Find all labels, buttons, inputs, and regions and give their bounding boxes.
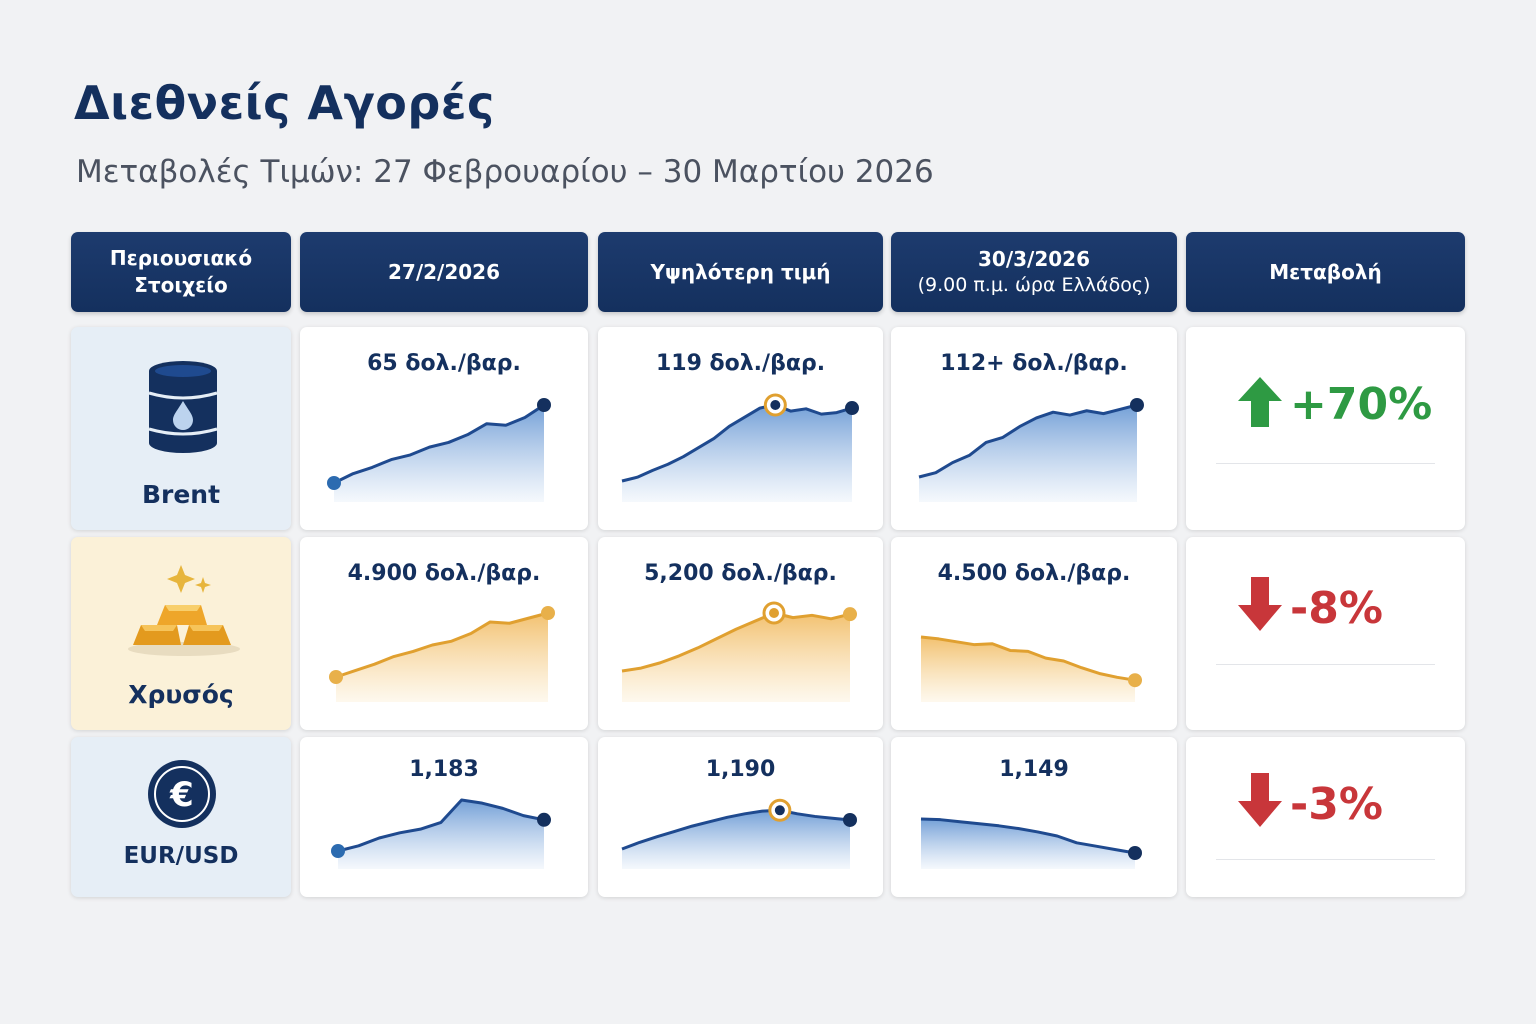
euro-coin-icon: € <box>148 760 216 828</box>
sparkline-line <box>920 817 1136 855</box>
svg-text:€: € <box>169 775 194 815</box>
sparkline-area <box>919 405 1137 502</box>
cell-gold-start: 4.900 δολ./βαρ. <box>300 537 588 730</box>
value-gold-end: 4.500 δολ./βαρ. <box>937 561 1131 586</box>
asset-label-brent: Brent <box>141 480 221 509</box>
sparkline-peak-point <box>774 805 785 816</box>
header-change-label: Μεταβολή <box>1269 259 1382 284</box>
sparkline-peak-point <box>769 608 779 618</box>
header-end-date: 30/3/2026 (9.00 π.μ. ώρα Ελλάδος) <box>891 232 1177 312</box>
sparkline-area <box>338 800 544 869</box>
cell-gold-change: -8% <box>1186 537 1465 730</box>
header-asset-line1: Περιουσιακό <box>109 246 253 270</box>
sparkline-end-point <box>537 398 551 412</box>
oil-barrel-icon <box>148 361 218 453</box>
sparkline-end-point <box>1130 398 1144 412</box>
sparkline-line <box>918 403 1138 479</box>
sparkline-gold-start <box>329 606 555 702</box>
value-brent-end: 112+ δολ./βαρ. <box>940 351 1128 376</box>
sparkline-gold-end <box>920 635 1142 702</box>
cell-brent-change: +70% <box>1186 327 1465 530</box>
value-brent-high: 119 δολ./βαρ. <box>655 351 826 376</box>
sparkline-area <box>622 405 852 502</box>
change-brent: +70% <box>1290 379 1433 430</box>
sparkline-area <box>336 613 548 702</box>
sparkline-area <box>921 819 1135 869</box>
sparkline-area <box>334 405 544 502</box>
asset-cell-eurusd: € EUR/USD <box>71 737 291 897</box>
sparkline-line <box>621 611 851 673</box>
sparkline-end-point <box>843 812 857 827</box>
cell-brent-start: 65 δολ./βαρ. <box>300 327 588 530</box>
sparkline-start-point <box>331 844 345 858</box>
sparkline-end-point <box>843 607 857 622</box>
asset-cell-brent: Brent <box>71 327 291 530</box>
sparkline-peak-point <box>770 400 781 410</box>
header-start-label: 27/2/2026 <box>387 259 501 284</box>
cell-gold-high: 5,200 δολ./βαρ. <box>598 537 883 730</box>
change-eurusd: -3% <box>1290 779 1383 830</box>
value-eurusd-start: 1,183 <box>409 757 479 782</box>
sparkline-end-point <box>1128 673 1142 688</box>
sparkline-line <box>337 798 545 853</box>
sparkline-area <box>921 637 1135 702</box>
sparkline-end-point <box>537 812 551 827</box>
sparkline-end-point <box>1128 846 1142 860</box>
divider <box>1216 664 1435 665</box>
header-change: Μεταβολή <box>1186 232 1465 312</box>
asset-cell-gold: Χρυσός <box>71 537 291 730</box>
header-high-label: Υψηλότερη τιμή <box>650 259 831 284</box>
cell-eurusd-end: 1,149 <box>891 737 1177 897</box>
sparkline-start-point <box>329 670 343 684</box>
change-gold: -8% <box>1290 583 1383 634</box>
sparkline-brent-start <box>327 398 551 502</box>
header-start-date: 27/2/2026 <box>300 232 588 312</box>
page-subtitle: Μεταβολές Τιμών: 27 Φεβρουαρίου – 30 Μαρ… <box>76 154 934 190</box>
cell-gold-end: 4.500 δολ./βαρ. <box>891 537 1177 730</box>
cell-brent-high: 119 δολ./βαρ. <box>598 327 883 530</box>
page-title: Διεθνείς Αγορές <box>74 76 495 130</box>
header-highest: Υψηλότερη τιμή <box>598 232 883 312</box>
sparkline-area <box>622 613 850 702</box>
divider <box>1216 463 1435 464</box>
header-asset: Περιουσιακό Στοιχείο <box>71 232 291 312</box>
sparkline-area <box>622 810 850 869</box>
header-asset-line2: Στοιχείο <box>134 273 228 297</box>
sparkline-brent-end <box>918 398 1144 502</box>
sparkline-line <box>333 403 545 485</box>
value-gold-high: 5,200 δολ./βαρ. <box>644 561 837 586</box>
sparkline-eurusd-high <box>621 798 857 869</box>
sparkline-line <box>335 611 549 679</box>
asset-label-eurusd: EUR/USD <box>123 843 239 869</box>
value-brent-start: 65 δολ./βαρ. <box>367 351 521 376</box>
sparkline-eurusd-end <box>920 817 1142 869</box>
gold-bars-icon <box>128 565 240 656</box>
sparkline-line <box>621 808 851 851</box>
value-eurusd-high: 1,190 <box>705 757 776 782</box>
sparkline-start-point <box>327 476 341 490</box>
up-arrow-icon <box>1238 377 1282 427</box>
cell-eurusd-start: 1,183 <box>300 737 588 897</box>
value-gold-start: 4.900 δολ./βαρ. <box>347 561 541 586</box>
value-eurusd-end: 1,149 <box>999 757 1069 782</box>
down-arrow-icon <box>1238 773 1282 827</box>
cell-brent-end: 112+ δολ./βαρ. <box>891 327 1177 530</box>
sparkline-line <box>920 635 1136 682</box>
cell-eurusd-change: -3% <box>1186 737 1465 897</box>
divider <box>1216 859 1435 860</box>
sparkline-brent-high <box>621 393 859 502</box>
cell-eurusd-high: 1,190 <box>598 737 883 897</box>
sparkline-gold-high <box>621 601 857 702</box>
header-end-line1: 30/3/2026 <box>977 246 1091 271</box>
sparkline-end-point <box>845 401 859 416</box>
sparkline-line <box>621 403 853 483</box>
down-arrow-icon <box>1238 577 1282 631</box>
header-end-line2: (9.00 π.μ. ώρα Ελλάδος) <box>917 273 1151 296</box>
sparkline-end-point <box>541 606 555 620</box>
sparkline-eurusd-start <box>331 798 551 869</box>
asset-label-gold: Χρυσός <box>128 680 234 709</box>
